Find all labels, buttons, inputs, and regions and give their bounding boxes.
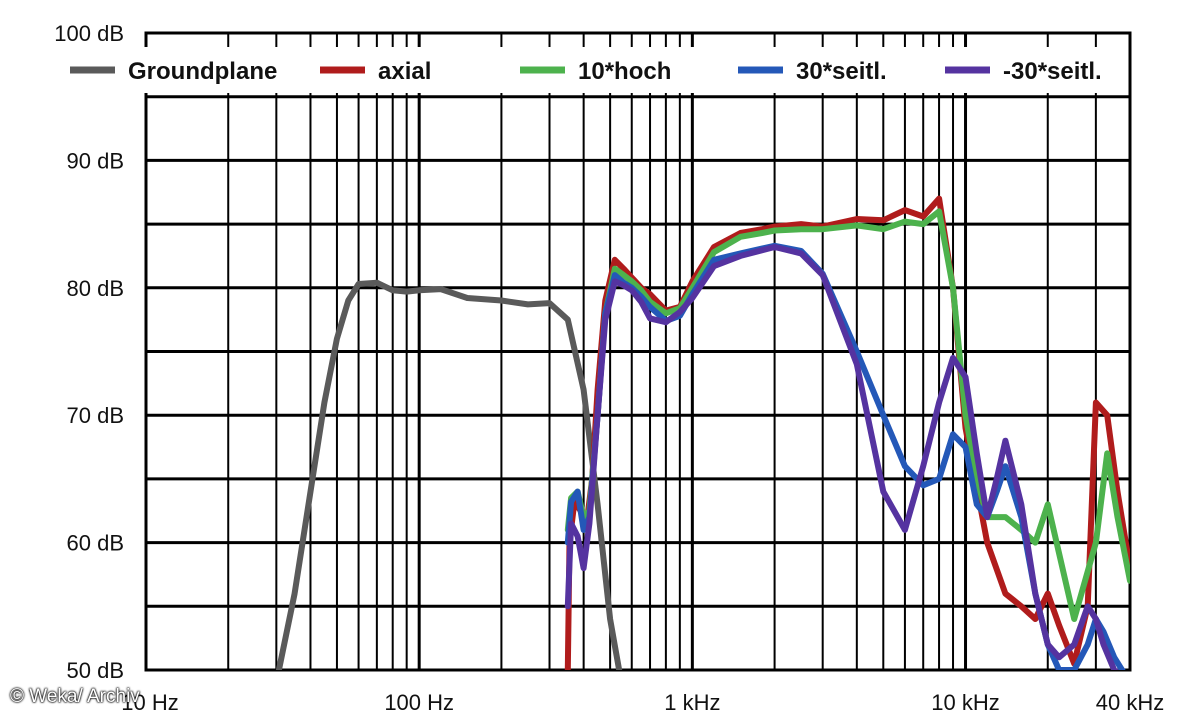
- x-tick-label: 40 kHz: [1096, 690, 1164, 715]
- legend-label: Groundplane: [128, 58, 277, 85]
- y-tick-label: 60 dB: [67, 531, 125, 556]
- watermark-credit: © Weka/ Archiv: [10, 686, 140, 707]
- x-tick-label: 10 Hz: [121, 690, 178, 715]
- curves: [275, 195, 1130, 670]
- curve-groundplane: [275, 279, 623, 670]
- x-tick-label: 100 Hz: [384, 690, 454, 715]
- x-tick-label: 10 kHz: [931, 690, 999, 715]
- y-tick-label: 100 dB: [54, 21, 124, 46]
- legend-label: axial: [378, 58, 431, 85]
- y-tick-label: 70 dB: [67, 403, 125, 428]
- legend-label: 30*seitl.: [796, 58, 887, 85]
- y-tick-label: 80 dB: [67, 276, 125, 301]
- y-tick-label: 90 dB: [67, 148, 125, 173]
- x-tick-label: 1 kHz: [664, 690, 720, 715]
- legend[interactable]: Groundplane axial 10*hoch 30*seitl. -30*seit…: [60, 47, 1125, 93]
- grid: [144, 31, 1132, 672]
- legend-label: 10*hoch: [578, 58, 671, 85]
- curve-30-seitl-: [564, 242, 1126, 670]
- y-tick-label: 50 dB: [67, 658, 125, 683]
- curve--30-seitl-: [564, 244, 1119, 670]
- axis-labels: 50 dB 60 dB 70 dB 80 dB 90 dB 100 dB 10 Hz 100 …: [54, 21, 1164, 715]
- curve-axial: [564, 195, 1130, 670]
- plot-frame: [144, 31, 1132, 672]
- legend-label: -30*seitl.: [1003, 58, 1102, 85]
